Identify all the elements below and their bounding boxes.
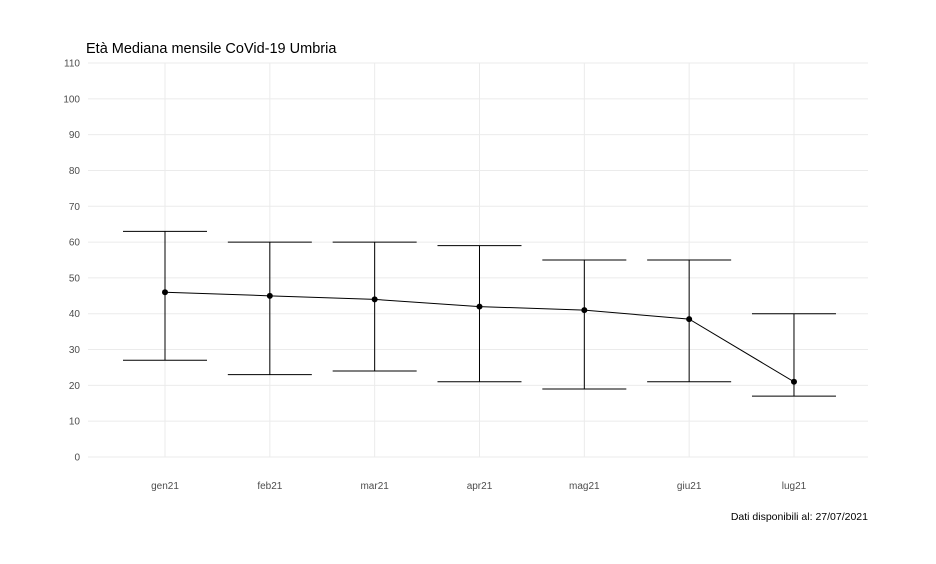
y-axis-ticks: 0 10 20 30 40 50 60 70 80 90 100 110 xyxy=(63,59,80,464)
error-bar-mar21 xyxy=(332,241,417,372)
y-tick-label: 20 xyxy=(69,381,81,392)
error-bar-mag21 xyxy=(542,259,627,390)
error-bar-gen21 xyxy=(123,230,207,361)
y-tick-label: 60 xyxy=(69,238,81,249)
x-tick-label: giu21 xyxy=(677,481,702,492)
x-tick-label: mar21 xyxy=(360,481,389,492)
data-point-giu21 xyxy=(686,316,693,323)
x-tick-label: feb21 xyxy=(257,481,282,492)
y-tick-label: 80 xyxy=(69,166,81,177)
data-point-lug21 xyxy=(790,378,797,385)
grid-layer xyxy=(88,62,868,458)
data-point-feb21 xyxy=(266,292,273,299)
data-point-apr21 xyxy=(476,303,483,310)
y-tick-label: 50 xyxy=(69,273,81,284)
y-tick-label: 10 xyxy=(69,417,81,428)
x-tick-label: lug21 xyxy=(782,481,807,492)
error-bar-apr21 xyxy=(437,245,522,383)
x-tick-label: mag21 xyxy=(569,481,600,492)
y-tick-label: 30 xyxy=(69,345,81,356)
error-bar-feb21 xyxy=(227,241,312,376)
chart-title: Età Mediana mensile CoVid-19 Umbria xyxy=(86,41,337,57)
y-tick-label: 70 xyxy=(69,202,81,213)
data-point-mar21 xyxy=(371,296,378,303)
x-tick-label: apr21 xyxy=(467,481,493,492)
data-point-mag21 xyxy=(581,307,588,314)
data-point-gen21 xyxy=(162,289,168,296)
x-tick-label: gen21 xyxy=(151,481,179,492)
y-tick-label: 40 xyxy=(69,309,81,320)
y-tick-label: 90 xyxy=(69,130,81,141)
y-tick-label: 0 xyxy=(74,453,80,464)
data-points xyxy=(162,289,797,385)
y-tick-label: 100 xyxy=(63,94,80,105)
chart-caption: Dati disponibili al: 27/07/2021 xyxy=(731,511,868,523)
y-tick-label: 110 xyxy=(64,59,80,70)
x-axis-ticks: gen21 feb21 mar21 apr21 mag21 giu21 lug21 xyxy=(151,481,807,492)
